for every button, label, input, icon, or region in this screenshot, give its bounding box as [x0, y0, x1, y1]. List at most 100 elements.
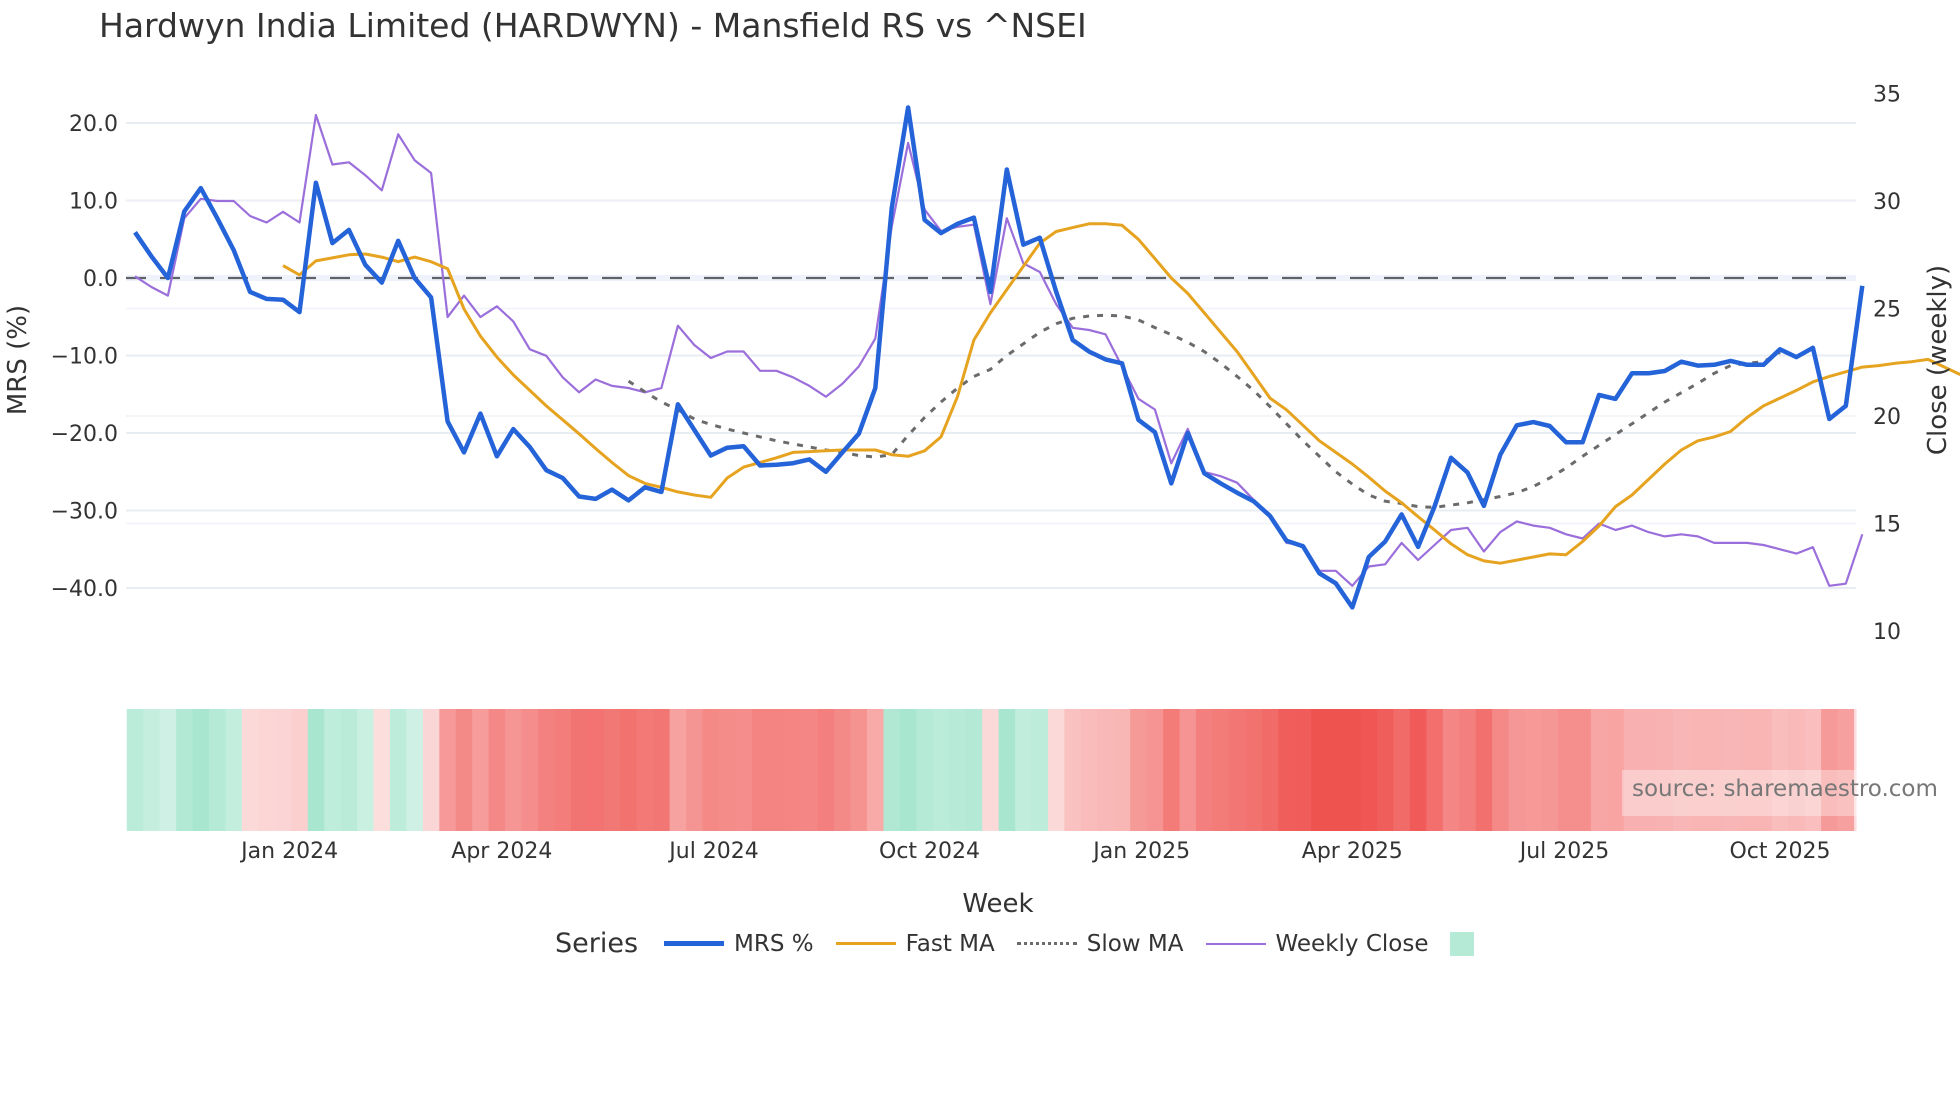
heatmap-cell[interactable]: [850, 709, 868, 831]
heatmap-cell[interactable]: [867, 709, 885, 831]
heatmap-cell[interactable]: [1245, 709, 1263, 831]
heatmap-cell[interactable]: [1130, 709, 1148, 831]
heatmap-cell[interactable]: [817, 709, 835, 831]
heatmap-cell[interactable]: [340, 709, 358, 831]
heatmap-cell[interactable]: [1212, 709, 1230, 831]
heatmap-cell[interactable]: [1196, 709, 1214, 831]
heatmap-cell[interactable]: [1080, 709, 1098, 831]
heatmap-cell[interactable]: [653, 709, 671, 831]
heatmap-cell[interactable]: [982, 709, 1000, 831]
heatmap-cell[interactable]: [159, 709, 177, 831]
heatmap-cell[interactable]: [735, 709, 753, 831]
series-line-slow-ma[interactable]: [627, 313, 1781, 509]
heatmap-cell[interactable]: [126, 709, 144, 831]
heatmap-cell[interactable]: [1623, 709, 1641, 831]
heatmap-cell[interactable]: [1146, 709, 1164, 831]
legend-item-slow-ma[interactable]: Slow MA: [1016, 931, 1184, 957]
heatmap-cell[interactable]: [472, 709, 490, 831]
heatmap-cell[interactable]: [258, 709, 276, 831]
heatmap-cell[interactable]: [949, 709, 967, 831]
heatmap-cell[interactable]: [718, 709, 737, 831]
heatmap-cell[interactable]: [1492, 709, 1510, 831]
heatmap-cell[interactable]: [505, 709, 523, 831]
heatmap-cell[interactable]: [1837, 709, 1855, 831]
heatmap-cell[interactable]: [455, 709, 473, 831]
heatmap-cell[interactable]: [965, 709, 983, 831]
heatmap-cell[interactable]: [1311, 709, 1329, 831]
heatmap-cell[interactable]: [1738, 709, 1756, 831]
legend-item-heatmap[interactable]: [1450, 931, 1475, 956]
heatmap-cell[interactable]: [932, 709, 950, 831]
heatmap-cell[interactable]: [998, 709, 1016, 831]
heatmap-cell[interactable]: [636, 709, 654, 831]
heatmap-cell[interactable]: [1360, 709, 1378, 831]
legend-item-weekly-close[interactable]: Weekly Close: [1205, 931, 1428, 957]
heatmap-cell[interactable]: [1278, 709, 1296, 831]
heatmap-cell[interactable]: [669, 709, 687, 831]
heatmap-cell[interactable]: [834, 709, 852, 831]
heatmap-cell[interactable]: [1031, 709, 1049, 831]
heatmap-cell[interactable]: [1541, 709, 1559, 831]
heatmap-cell[interactable]: [1097, 709, 1115, 831]
mrs-heatmap-strip[interactable]: [126, 709, 1857, 831]
heatmap-cell[interactable]: [1722, 709, 1740, 831]
heatmap-cell[interactable]: [899, 709, 917, 831]
heatmap-cell[interactable]: [1113, 709, 1131, 831]
heatmap-cell[interactable]: [587, 709, 605, 831]
heatmap-cell[interactable]: [603, 709, 621, 831]
legend-item-mrs[interactable]: MRS %: [664, 931, 814, 957]
heatmap-cell[interactable]: [570, 709, 588, 831]
series-line-mrs[interactable]: [133, 105, 1865, 610]
heatmap-cell[interactable]: [1475, 709, 1493, 831]
heatmap-cell[interactable]: [1508, 709, 1526, 831]
heatmap-cell[interactable]: [1771, 709, 1789, 831]
heatmap-cell[interactable]: [538, 709, 556, 831]
heatmap-cell[interactable]: [620, 709, 638, 831]
series-lines[interactable]: [133, 105, 1960, 610]
heatmap-cell[interactable]: [1393, 709, 1411, 831]
heatmap-cell[interactable]: [406, 709, 424, 831]
heatmap-cell[interactable]: [1607, 709, 1625, 831]
heatmap-cell[interactable]: [1689, 709, 1707, 831]
heatmap-cell[interactable]: [241, 709, 259, 831]
heatmap-cell[interactable]: [1705, 709, 1724, 831]
heatmap-cell[interactable]: [1656, 709, 1674, 831]
heatmap-cell[interactable]: [686, 709, 704, 831]
heatmap-cell[interactable]: [373, 709, 391, 831]
heatmap-cell[interactable]: [1047, 709, 1066, 831]
heatmap-cell[interactable]: [1327, 709, 1345, 831]
heatmap-cell[interactable]: [1426, 709, 1444, 831]
heatmap-cell[interactable]: [1179, 709, 1197, 831]
heatmap-cell[interactable]: [1557, 709, 1575, 831]
heatmap-cell[interactable]: [883, 709, 901, 831]
heatmap-cell[interactable]: [1574, 709, 1592, 831]
heatmap-cell[interactable]: [1163, 709, 1181, 831]
series-line-fast-ma[interactable]: [282, 222, 1960, 565]
heatmap-cell[interactable]: [209, 709, 227, 831]
heatmap-cell[interactable]: [916, 709, 934, 831]
series-line-weekly-close[interactable]: [134, 113, 1864, 587]
heatmap-cell[interactable]: [291, 709, 309, 831]
heatmap-cell[interactable]: [1228, 709, 1246, 831]
heatmap-cell[interactable]: [784, 709, 802, 831]
heatmap-cell[interactable]: [768, 709, 786, 831]
heatmap-cell[interactable]: [357, 709, 375, 831]
heatmap-cell[interactable]: [1854, 709, 1857, 831]
heatmap-cell[interactable]: [1788, 709, 1806, 831]
heatmap-cell[interactable]: [1344, 709, 1362, 831]
legend-item-fast-ma[interactable]: Fast MA: [835, 931, 995, 957]
heatmap-cell[interactable]: [521, 709, 539, 831]
heatmap-cell[interactable]: [751, 709, 769, 831]
heatmap-cell[interactable]: [1459, 709, 1477, 831]
heatmap-cell[interactable]: [1755, 709, 1773, 831]
heatmap-cell[interactable]: [1294, 709, 1312, 831]
heatmap-cell[interactable]: [389, 709, 408, 831]
heatmap-cell[interactable]: [225, 709, 243, 831]
heatmap-cell[interactable]: [422, 709, 440, 831]
heatmap-cell[interactable]: [439, 709, 457, 831]
heatmap-cell[interactable]: [324, 709, 342, 831]
heatmap-cell[interactable]: [1673, 709, 1691, 831]
heatmap-cell[interactable]: [1261, 709, 1279, 831]
heatmap-cell[interactable]: [801, 709, 819, 831]
heatmap-cell[interactable]: [1821, 709, 1839, 831]
